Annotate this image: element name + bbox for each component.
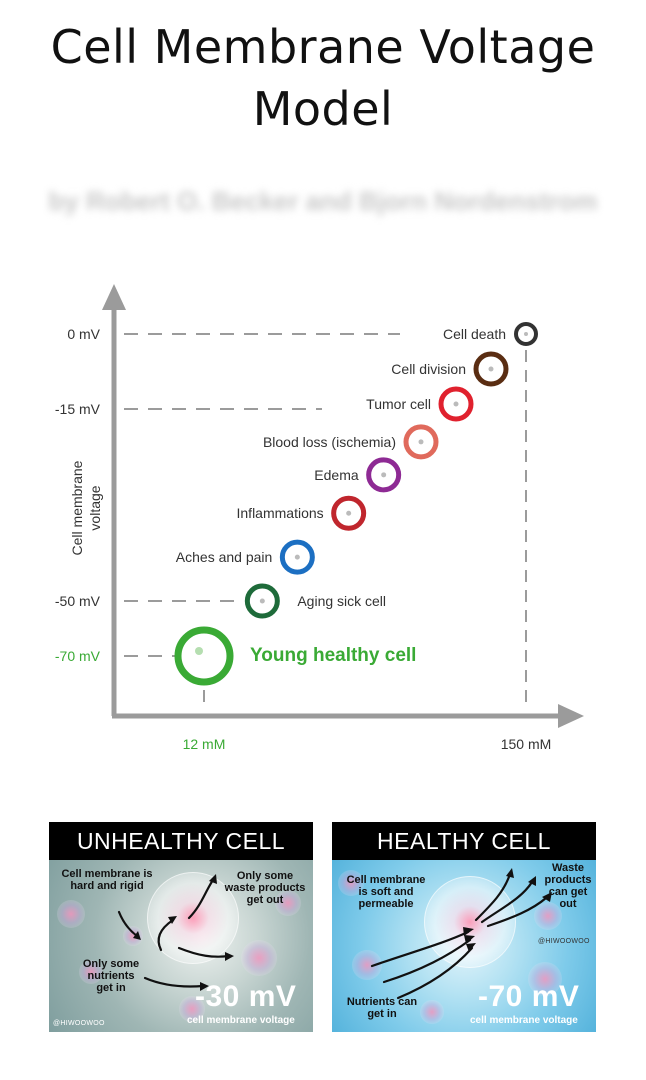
chart-points: Young healthy cell Aging sick cell Aches a…: [174, 322, 538, 686]
nutrients-some-label: Only some nutrients get in: [71, 958, 151, 994]
y-axis-arrow-icon: [102, 284, 126, 310]
x-axis-arrow-icon: [558, 704, 584, 728]
healthy-watermark: @HIWOOWOO: [538, 938, 590, 945]
healthy-flow-arrows-icon: [370, 868, 552, 1000]
y-axis-label-line-2: voltage: [87, 485, 103, 530]
healthy-voltage-caption: cell membrane voltage: [470, 1015, 578, 1026]
membrane-rigid-label: Cell membrane is hard and rigid: [49, 868, 165, 892]
healthy-cell-panel: HEALTHY CELL: [332, 822, 596, 1032]
data-point-nucleus: [524, 332, 528, 336]
data-point-ring: [174, 626, 234, 686]
waste-some-label: Only some waste products get out: [219, 870, 311, 906]
background-cell-icon: [179, 996, 205, 1022]
membrane-permeable-line-3: permeable: [358, 898, 414, 910]
membrane-permeable-line-1: Cell membrane: [346, 874, 426, 886]
data-point-nucleus: [453, 401, 459, 407]
data-point-nucleus: [381, 472, 387, 478]
data-point-label: Tumor cell: [366, 396, 431, 412]
nutrients-some-line-1: Only some: [82, 958, 140, 970]
data-point-label: Aging sick cell: [297, 593, 386, 609]
chart-tick-labels: 0 mV -15 mV -50 mV -70 mV 12 mM 150 mM: [55, 326, 551, 752]
membrane-permeable-label: Cell membrane is soft and permeable: [340, 874, 432, 910]
page-title-line-2: Model: [252, 82, 394, 136]
background-cell-icon: [528, 962, 562, 996]
waste-some-line-3: get out: [246, 894, 284, 906]
data-point-label: Cell death: [443, 326, 506, 342]
nutrients-in-label: Nutrients can get in: [336, 996, 428, 1020]
waste-out-line-2: products: [544, 874, 592, 886]
waste-some-line-2: waste products: [224, 882, 306, 894]
blurred-subtitle: by Robert O. Becker and Bjorn Nordenstro…: [48, 186, 598, 216]
background-cell-icon: [338, 870, 364, 896]
waste-out-line-4: out: [559, 898, 577, 910]
background-cell-icon: [275, 890, 301, 916]
data-point-nucleus: [346, 510, 352, 516]
nutrients-some-line-2: nutrients: [87, 970, 135, 982]
data-point-label: Edema: [314, 467, 359, 483]
healthy-panel-header: HEALTHY CELL: [332, 822, 596, 860]
waste-out-line-1: Waste: [552, 862, 584, 874]
healthy-voltage-value: -70 mV: [478, 980, 580, 1013]
data-point-label: Cell division: [391, 361, 466, 377]
nutrients-in-line-1: Nutrients can: [346, 996, 418, 1008]
healthy-panel-illustration: Cell membrane is soft and permeable Wast…: [332, 860, 596, 1032]
unhealthy-panel-header: UNHEALTHY CELL: [49, 822, 313, 860]
voltage-chart: Cell membrane voltage 0 mV -15 mV -50 mV -7…: [55, 284, 584, 752]
chart-guide-lines: [124, 333, 527, 710]
waste-out-label: Waste products can get out: [540, 862, 596, 910]
waste-out-line-3: can get: [548, 886, 588, 898]
y-tick-label: -50 mV: [55, 593, 101, 609]
x-tick-label: 150 mM: [501, 736, 552, 752]
nutrients-in-line-2: get in: [367, 1008, 397, 1020]
nutrients-some-line-3: get in: [96, 982, 126, 994]
rigid-cell-icon: [147, 872, 239, 964]
data-point-nucleus: [195, 647, 203, 655]
unhealthy-cell-panel: UNHEALTHY CELL: [49, 822, 313, 1032]
data-point-label: Aches and pain: [176, 549, 273, 565]
data-point-nucleus: [488, 366, 494, 372]
data-point-nucleus: [259, 598, 265, 604]
unhealthy-flow-arrows-icon: [117, 874, 234, 991]
background-cell-icon: [241, 940, 277, 976]
unhealthy-panel-illustration: Cell membrane is hard and rigid Only som…: [49, 860, 313, 1032]
page-title-line-1: Cell Membrane Voltage: [50, 20, 596, 74]
data-point-nucleus: [294, 554, 300, 560]
unhealthy-voltage-value: -30 mV: [195, 980, 297, 1013]
membrane-permeable-line-2: is soft and: [358, 886, 414, 898]
membrane-rigid-line-2: hard and rigid: [70, 880, 144, 892]
data-point-label: Inflammations: [237, 505, 324, 521]
background-cell-icon: [420, 1000, 444, 1024]
waste-some-line-1: Only some: [236, 870, 294, 882]
data-point-label: Young healthy cell: [250, 645, 416, 666]
background-cell-icon: [79, 960, 103, 984]
x-tick-label: 12 mM: [183, 736, 226, 752]
y-tick-label: 0 mV: [67, 326, 100, 342]
data-point-nucleus: [418, 439, 424, 445]
membrane-rigid-line-1: Cell membrane is: [61, 868, 153, 880]
background-cell-icon: [534, 902, 562, 930]
y-tick-label: -15 mV: [55, 401, 101, 417]
data-point-label: Blood loss (ischemia): [263, 434, 396, 450]
unhealthy-watermark: @HIWOOWOO: [53, 1020, 105, 1027]
y-tick-label: -70 mV: [55, 648, 101, 664]
unhealthy-voltage-caption: cell membrane voltage: [187, 1015, 295, 1026]
background-cell-icon: [57, 900, 85, 928]
y-axis-label-line-1: Cell membrane: [69, 460, 85, 555]
